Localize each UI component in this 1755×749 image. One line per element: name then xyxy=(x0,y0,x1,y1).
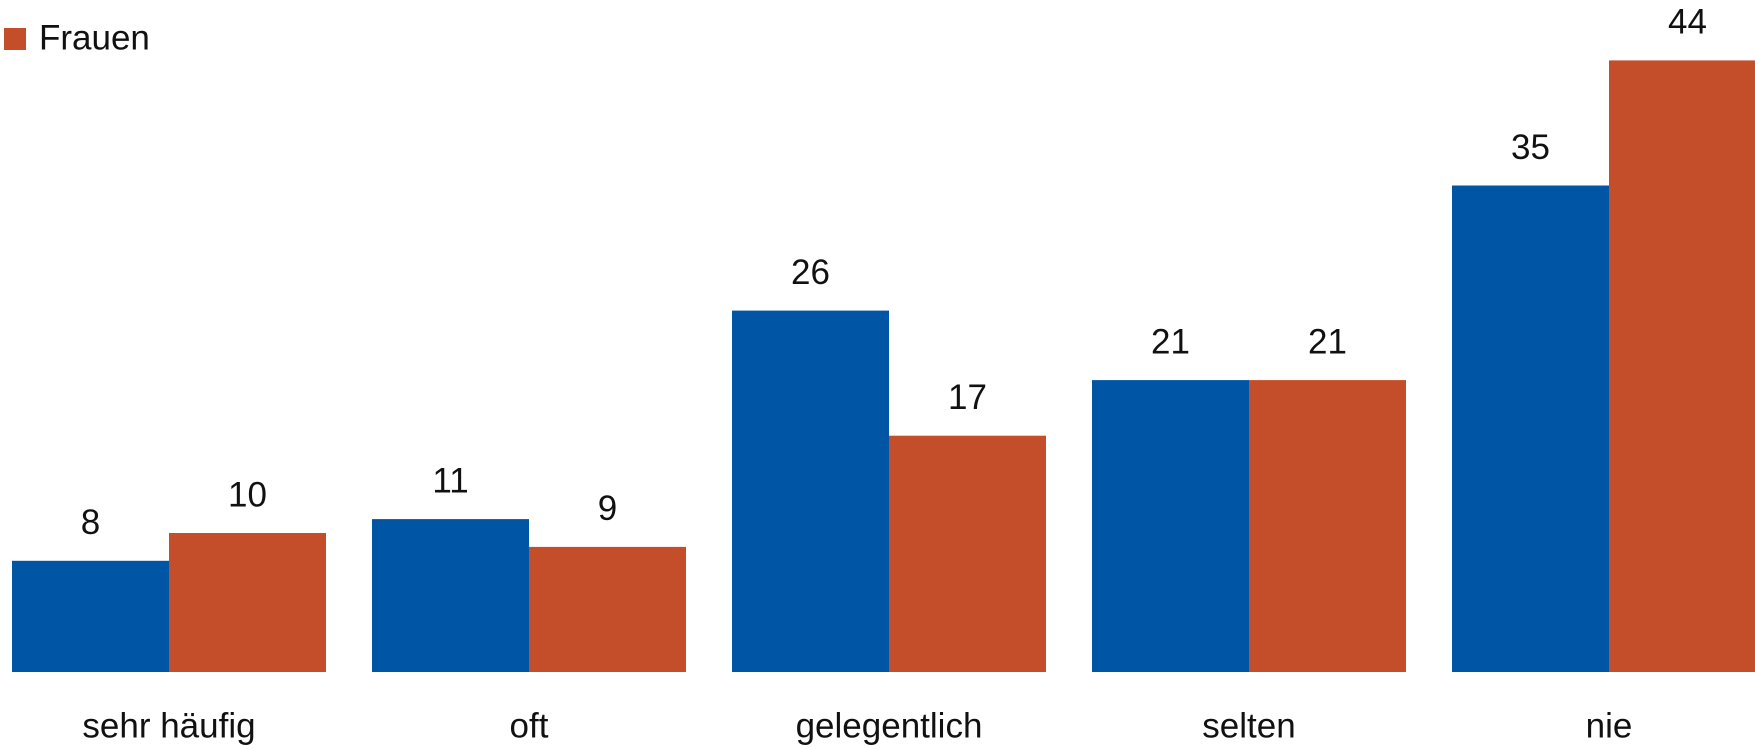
bar xyxy=(1609,60,1755,672)
bar xyxy=(169,533,326,672)
value-label: 9 xyxy=(598,489,617,528)
value-label: 21 xyxy=(1308,322,1347,361)
value-label: 26 xyxy=(791,253,830,292)
bar xyxy=(889,435,1046,672)
bar xyxy=(1249,380,1406,672)
x-tick-label: nie xyxy=(1586,706,1633,745)
x-tick-label: oft xyxy=(510,706,549,745)
value-label: 21 xyxy=(1151,322,1190,361)
bar xyxy=(529,546,686,672)
value-label: 10 xyxy=(228,475,267,514)
value-label: 17 xyxy=(948,378,987,417)
value-label: 35 xyxy=(1511,128,1550,167)
bar xyxy=(12,560,169,672)
bar xyxy=(732,310,889,672)
bar xyxy=(372,519,529,672)
x-tick-label: selten xyxy=(1202,706,1295,745)
legend-label: Frauen xyxy=(39,18,150,57)
x-tick-label: sehr häufig xyxy=(82,706,255,745)
legend-swatch xyxy=(4,28,26,50)
value-label: 11 xyxy=(432,461,468,500)
x-tick-label: gelegentlich xyxy=(796,706,983,745)
value-label: 8 xyxy=(81,503,100,542)
bar xyxy=(1092,380,1249,672)
bar xyxy=(1452,185,1609,672)
value-label: 44 xyxy=(1668,3,1707,42)
